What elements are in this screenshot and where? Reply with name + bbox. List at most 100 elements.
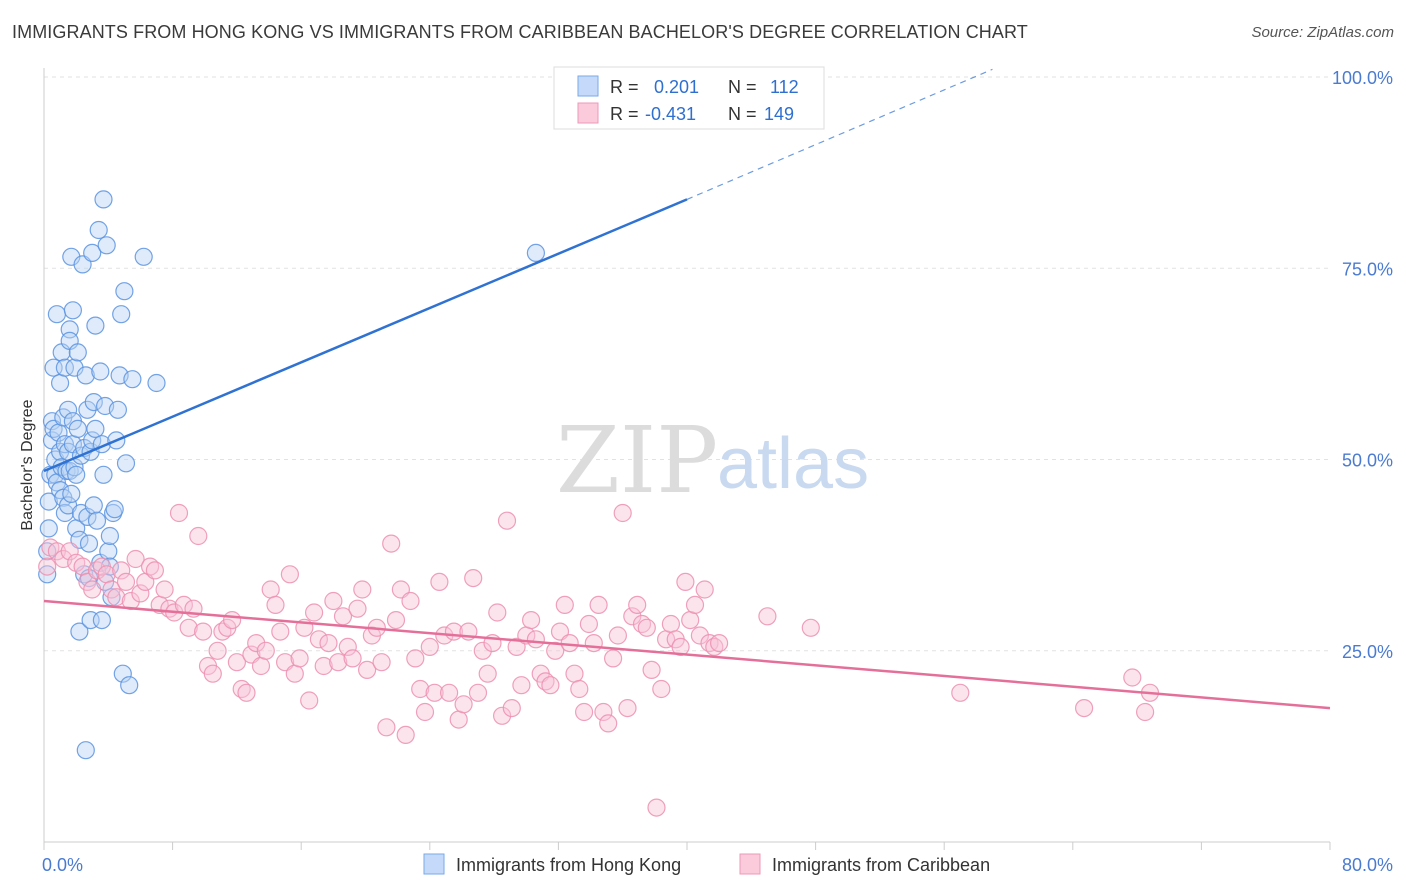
point-series-1-18 bbox=[131, 584, 150, 603]
point-series-1-132 bbox=[681, 610, 700, 630]
point-series-1-99 bbox=[521, 610, 541, 630]
point-series-1-111 bbox=[579, 614, 599, 634]
point-series-1-93 bbox=[493, 706, 512, 725]
point-series-0-58 bbox=[83, 431, 102, 450]
trend-lines bbox=[43, 68, 1331, 710]
point-series-0-79 bbox=[105, 500, 124, 519]
point-series-1-108 bbox=[565, 664, 584, 683]
point-series-1-84 bbox=[449, 710, 468, 729]
x-tick-labels: 0.0% 80.0% bbox=[42, 855, 1393, 875]
legend-r-label-caribbean: R = bbox=[610, 104, 639, 124]
series-legend-swatch-hong-kong bbox=[423, 853, 445, 875]
point-series-1-13 bbox=[107, 588, 126, 607]
point-series-1-59 bbox=[329, 653, 348, 672]
point-series-1-58 bbox=[324, 591, 343, 611]
point-series-1-8 bbox=[83, 580, 102, 599]
point-series-1-69 bbox=[377, 718, 396, 737]
point-series-1-43 bbox=[251, 656, 271, 676]
grid-lines bbox=[44, 76, 1330, 652]
point-series-1-90 bbox=[478, 664, 497, 683]
legend-r-value-caribbean: -0.431 bbox=[645, 104, 696, 124]
point-series-1-53 bbox=[300, 691, 319, 710]
trend-line-hong-kong-extension bbox=[686, 68, 993, 200]
point-series-1-92 bbox=[488, 603, 507, 622]
point-series-0-69 bbox=[94, 190, 113, 209]
point-series-1-54 bbox=[305, 603, 324, 622]
point-series-0-62 bbox=[86, 419, 105, 438]
point-series-1-28 bbox=[179, 618, 198, 637]
point-series-0-53 bbox=[79, 534, 99, 553]
point-series-0-68 bbox=[92, 610, 112, 630]
point-series-1-87 bbox=[464, 568, 483, 588]
point-series-0-49 bbox=[76, 741, 95, 760]
point-series-1-104 bbox=[546, 641, 565, 660]
point-series-1-57 bbox=[319, 633, 338, 653]
point-series-0-91 bbox=[526, 243, 546, 262]
point-series-0-90 bbox=[147, 373, 166, 393]
point-series-1-114 bbox=[594, 702, 613, 722]
point-series-1-75 bbox=[406, 649, 425, 668]
point-series-1-128 bbox=[661, 614, 681, 634]
point-series-1-125 bbox=[647, 798, 666, 817]
point-series-0-57 bbox=[83, 243, 102, 262]
point-series-1-65 bbox=[358, 660, 377, 680]
point-series-1-45 bbox=[261, 580, 280, 599]
series-legend-label-hong-kong: Immigrants from Hong Kong bbox=[456, 855, 681, 875]
point-series-1-74 bbox=[401, 591, 420, 611]
point-series-0-70 bbox=[94, 465, 113, 484]
point-series-1-37 bbox=[223, 610, 242, 630]
point-series-1-26 bbox=[169, 503, 189, 523]
point-series-0-74 bbox=[99, 542, 118, 561]
point-series-1-100 bbox=[526, 630, 546, 649]
point-series-1-51 bbox=[290, 649, 309, 668]
point-series-0-6 bbox=[42, 412, 62, 431]
legend-box bbox=[553, 66, 825, 130]
point-series-0-88 bbox=[123, 370, 142, 389]
legend-r-value-hong-kong: 0.201 bbox=[654, 77, 699, 97]
point-series-0-73 bbox=[97, 236, 116, 255]
point-series-1-79 bbox=[425, 683, 444, 702]
point-series-1-130 bbox=[671, 637, 690, 657]
y-tick-labels: 25.0% 50.0% 75.0% 100.0% bbox=[1332, 68, 1393, 662]
watermark-atlas: atlas bbox=[717, 424, 869, 504]
point-series-1-42 bbox=[247, 633, 266, 653]
point-series-0-23 bbox=[55, 358, 75, 377]
watermark-zip: ZIP bbox=[556, 407, 718, 514]
point-series-1-103 bbox=[541, 676, 560, 695]
point-series-1-61 bbox=[338, 637, 357, 657]
point-series-1-112 bbox=[584, 633, 603, 653]
point-series-1-49 bbox=[280, 565, 299, 584]
point-series-1-119 bbox=[618, 698, 637, 718]
point-series-1-116 bbox=[603, 649, 623, 668]
point-series-1-88 bbox=[468, 683, 488, 702]
point-series-1-68 bbox=[372, 653, 391, 672]
point-series-1-30 bbox=[189, 526, 208, 546]
legend-swatch-hong-kong bbox=[577, 75, 599, 97]
point-series-1-63 bbox=[348, 599, 367, 618]
point-series-1-55 bbox=[309, 630, 328, 649]
point-series-1-62 bbox=[343, 649, 362, 668]
point-series-0-87 bbox=[120, 676, 139, 695]
point-series-1-139 bbox=[758, 607, 777, 626]
point-series-1-56 bbox=[314, 656, 333, 676]
point-series-1-71 bbox=[386, 610, 406, 630]
legend-n-value-hong-kong: 112 bbox=[770, 77, 799, 97]
point-series-0-76 bbox=[100, 526, 120, 546]
point-series-1-118 bbox=[613, 503, 632, 523]
point-series-1-141 bbox=[951, 683, 970, 702]
point-series-0-59 bbox=[84, 393, 103, 412]
point-series-1-33 bbox=[203, 664, 222, 683]
point-series-1-134 bbox=[690, 626, 710, 645]
point-series-1-50 bbox=[285, 664, 304, 683]
axes bbox=[43, 68, 1331, 850]
point-series-0-26 bbox=[58, 400, 78, 419]
legend-swatch-caribbean bbox=[577, 102, 599, 124]
series-legend-swatch-caribbean bbox=[739, 853, 761, 875]
point-series-0-3 bbox=[39, 519, 58, 538]
trend-line-hong-kong bbox=[43, 198, 688, 473]
y-tick-label-0: 25.0% bbox=[1342, 642, 1393, 662]
point-series-0-40 bbox=[68, 343, 87, 362]
point-series-0-61 bbox=[86, 316, 105, 335]
point-series-1-31 bbox=[194, 622, 213, 641]
point-series-1-89 bbox=[473, 641, 492, 660]
